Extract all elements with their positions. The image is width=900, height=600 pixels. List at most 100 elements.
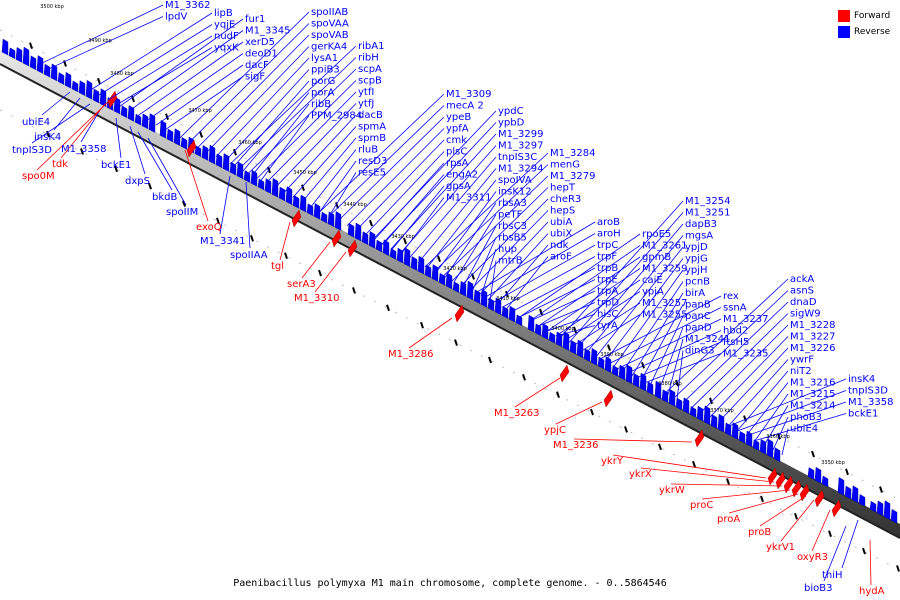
reverse-gene-arrow[interactable] [134,113,142,126]
reverse-gene-arrow[interactable] [689,406,697,418]
reverse-gene-arrow[interactable] [194,145,202,158]
forward-gene-arrow[interactable] [559,364,570,383]
forward-gene-arrow[interactable] [331,229,342,248]
reverse-gene-arrow[interactable] [696,405,704,422]
reverse-gene-arrow[interactable] [50,63,58,82]
reverse-gene-arrow[interactable] [515,314,523,327]
reverse-gene-arrow[interactable] [562,331,570,351]
reverse-gene-arrow[interactable] [278,186,286,202]
forward-gene-arrow[interactable] [814,489,825,508]
reverse-gene-arrow[interactable] [127,105,135,122]
reverse-gene-arrow[interactable] [236,161,244,180]
reverse-gene-arrow[interactable] [858,494,866,507]
reverse-gene-arrow[interactable] [141,113,149,130]
reverse-gene-arrow[interactable] [639,372,647,392]
reverse-gene-arrow[interactable] [675,397,683,411]
reverse-gene-arrow[interactable] [250,169,258,187]
reverse-gene-arrow[interactable] [869,500,877,513]
forward-gene-arrow[interactable] [291,209,302,228]
reverse-gene-arrow[interactable] [569,339,577,355]
reverse-gene-arrow[interactable] [389,248,397,260]
reverse-gene-arrow[interactable] [120,105,128,119]
reverse-gene-arrow[interactable] [604,356,612,373]
reverse-gene-arrow[interactable] [710,414,718,429]
reverse-gene-arrow[interactable] [403,247,411,268]
reverse-gene-arrow[interactable] [159,119,167,139]
reverse-gene-arrow[interactable] [534,323,542,337]
forward-gene-arrow[interactable] [603,389,614,408]
reverse-gene-arrow[interactable] [354,222,362,242]
reverse-gene-arrow[interactable] [368,231,376,249]
forward-gene-arrow[interactable] [107,90,118,109]
reverse-gene-arrow[interactable] [320,211,328,224]
reverse-gene-arrow[interactable] [625,364,633,385]
reverse-gene-arrow[interactable] [431,264,439,282]
forward-gene-arrow[interactable] [831,499,842,518]
reverse-gene-arrow[interactable] [541,323,549,340]
reverse-gene-arrow[interactable] [844,485,852,500]
reverse-gene-arrow[interactable] [738,430,746,444]
reverse-gene-arrow[interactable] [85,79,93,100]
reverse-gene-arrow[interactable] [487,297,495,312]
reverse-gene-arrow[interactable] [548,331,556,344]
reverse-gene-arrow[interactable] [821,475,829,488]
reverse-gene-arrow[interactable] [313,203,321,220]
reverse-gene-arrow[interactable] [527,314,535,333]
reverse-gene-arrow[interactable] [8,47,16,60]
reverse-gene-arrow[interactable] [375,239,383,253]
reverse-gene-arrow[interactable] [43,63,51,78]
reverse-gene-arrow[interactable] [883,500,891,520]
reverse-gene-arrow[interactable] [646,381,654,396]
reverse-gene-arrow[interactable] [766,438,774,459]
reverse-gene-arrow[interactable] [508,305,516,323]
reverse-gene-arrow[interactable] [148,113,156,133]
reverse-gene-arrow[interactable] [347,222,355,238]
reverse-gene-arrow[interactable] [745,430,753,448]
reverse-gene-arrow[interactable] [837,477,845,496]
reverse-gene-arrow[interactable] [15,47,23,63]
reverse-gene-arrow[interactable] [361,231,369,245]
reverse-gene-arrow[interactable] [773,447,781,462]
forward-gene-arrow[interactable] [775,471,786,490]
reverse-gene-arrow[interactable] [731,422,739,440]
reverse-gene-arrow[interactable] [113,96,121,115]
forward-gene-arrow[interactable] [791,479,802,498]
reverse-gene-arrow[interactable] [285,186,293,205]
reverse-gene-arrow[interactable] [166,128,174,143]
reverse-gene-arrow[interactable] [36,55,44,74]
reverse-gene-arrow[interactable] [576,339,584,359]
forward-gene-arrow[interactable] [454,304,465,323]
reverse-gene-arrow[interactable] [445,272,453,290]
reverse-gene-arrow[interactable] [71,80,79,93]
reverse-gene-arrow[interactable] [661,389,669,403]
reverse-gene-arrow[interactable] [890,508,898,524]
reverse-gene-arrow[interactable] [29,55,37,71]
reverse-gene-arrow[interactable] [703,405,711,426]
reverse-gene-arrow[interactable] [851,485,859,504]
forward-gene-arrow[interactable] [694,429,705,448]
reverse-gene-arrow[interactable] [814,466,822,484]
reverse-gene-arrow[interactable] [424,264,432,279]
reverse-gene-arrow[interactable] [180,136,188,150]
reverse-gene-arrow[interactable] [452,281,460,293]
reverse-gene-arrow[interactable] [64,71,72,89]
reverse-gene-arrow[interactable] [222,153,230,172]
reverse-gene-arrow[interactable] [668,389,676,407]
reverse-gene-arrow[interactable] [22,46,30,67]
reverse-gene-arrow[interactable] [299,194,307,213]
reverse-gene-arrow[interactable] [201,145,209,161]
reverse-gene-arrow[interactable] [57,72,65,85]
reverse-gene-arrow[interactable] [92,88,100,104]
reverse-gene-arrow[interactable] [417,255,425,275]
reverse-gene-arrow[interactable] [597,356,605,370]
reverse-gene-arrow[interactable] [410,256,418,271]
reverse-gene-arrow[interactable] [173,128,181,146]
reverse-gene-arrow[interactable] [208,144,216,165]
forward-gene-arrow[interactable] [186,139,197,158]
reverse-gene-arrow[interactable] [876,500,884,517]
reverse-gene-arrow[interactable] [752,439,760,451]
reverse-gene-arrow[interactable] [257,178,265,191]
reverse-gene-arrow[interactable] [78,80,86,96]
reverse-gene-arrow[interactable] [215,153,223,169]
reverse-gene-arrow[interactable] [807,467,815,480]
